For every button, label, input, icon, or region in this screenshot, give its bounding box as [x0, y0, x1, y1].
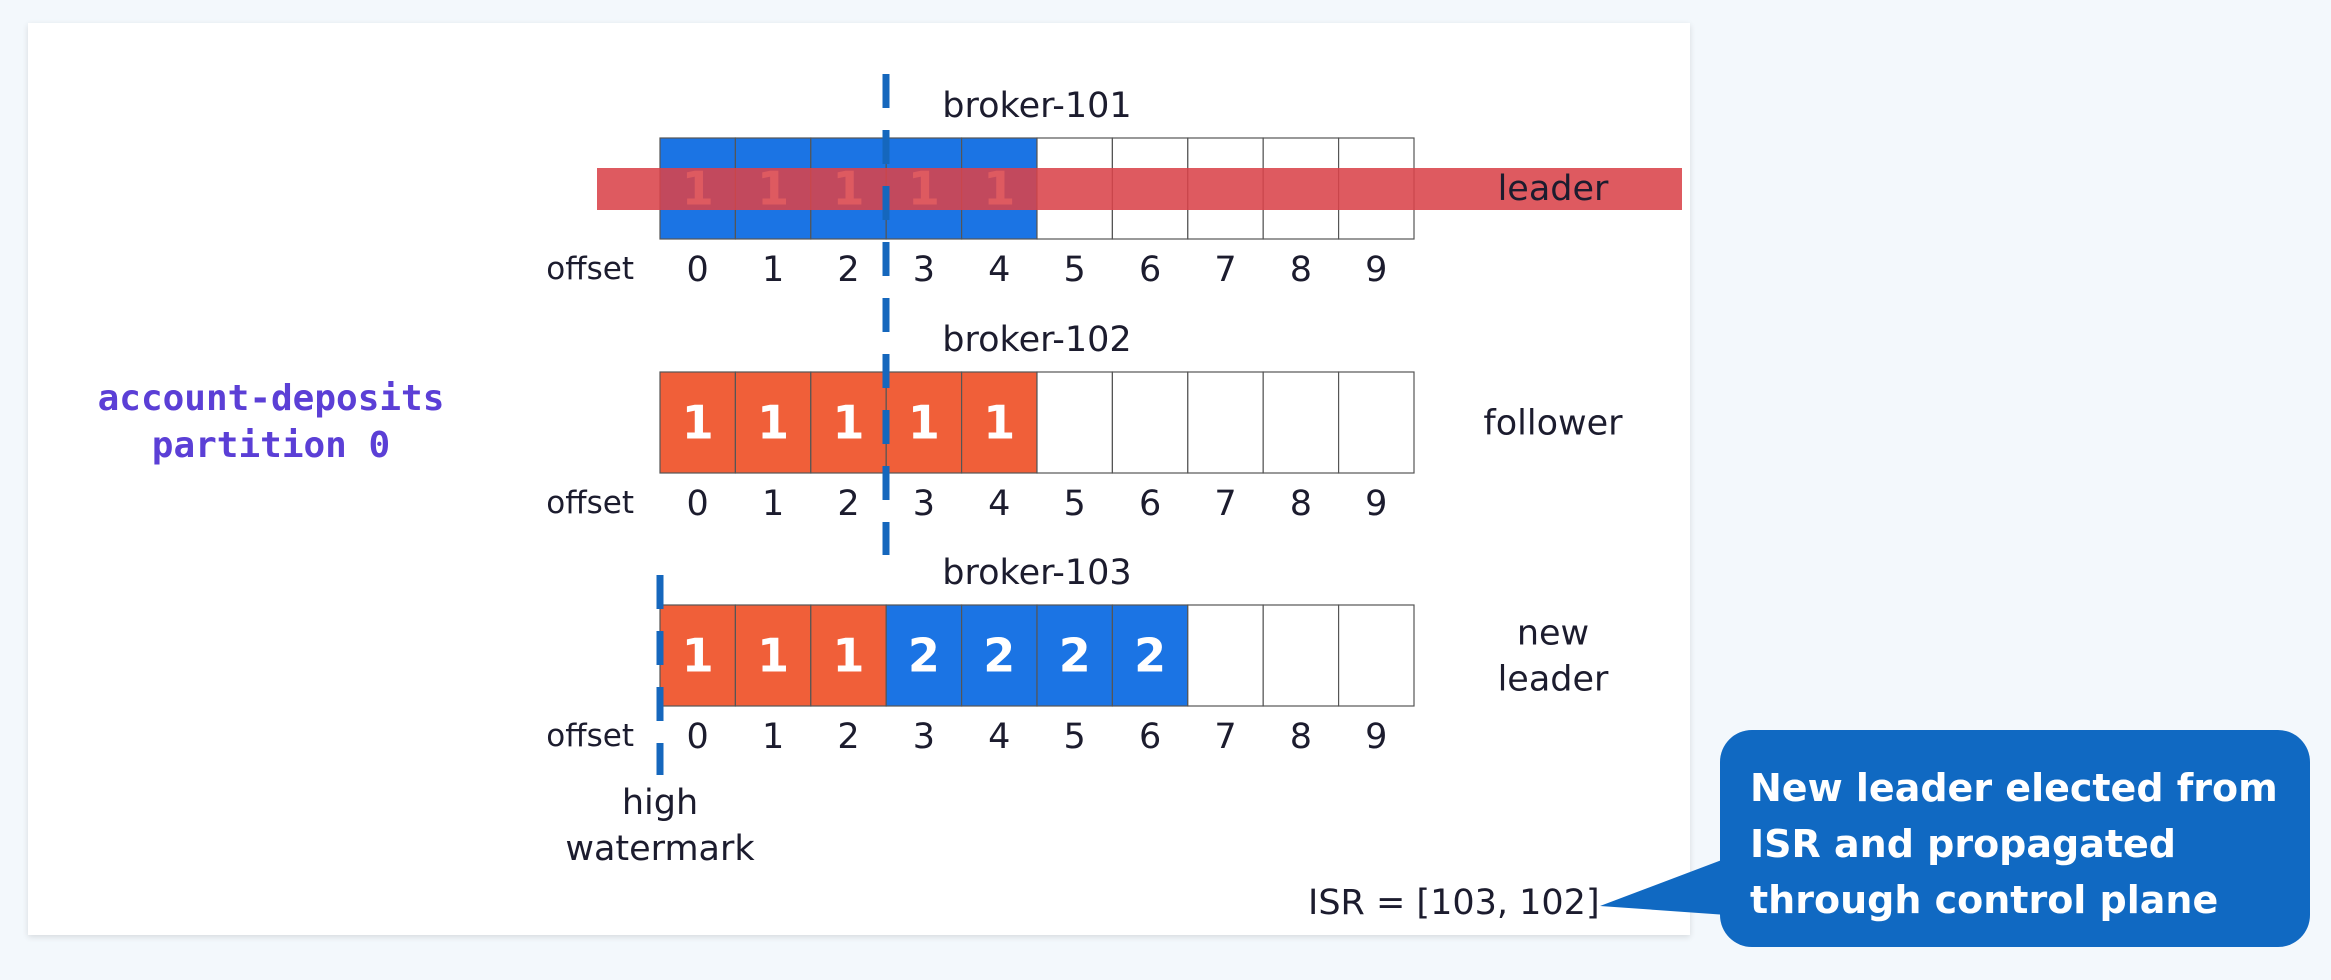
log-cell [1262, 371, 1340, 474]
offset-number: 1 [762, 717, 784, 757]
callout-bubble [1600, 730, 2310, 947]
offset-number: 5 [1064, 717, 1086, 757]
log-cell [1337, 604, 1415, 707]
log-cell [1036, 371, 1114, 474]
offset-number: 9 [1365, 717, 1387, 757]
offset-number: 7 [1214, 717, 1236, 757]
log-cell-value: 2 [983, 629, 1015, 683]
log-cell-value: 1 [682, 396, 714, 450]
log-cell-value: 2 [908, 629, 940, 683]
broker-name: broker-102 [942, 320, 1131, 360]
leader-strike-band [597, 168, 1682, 210]
offset-number: 4 [988, 484, 1010, 524]
log-cell [1187, 604, 1264, 707]
log-cell [960, 604, 1038, 707]
log-cell [734, 604, 812, 707]
offset-number: 2 [837, 717, 859, 757]
log-cell [659, 371, 737, 474]
offset-label: offset [546, 485, 634, 521]
offset-number: 8 [1290, 250, 1312, 290]
offset-label: offset [546, 718, 634, 754]
offset-number: 1 [762, 250, 784, 290]
offset-number: 9 [1365, 484, 1387, 524]
log-cell-value: 1 [757, 396, 789, 450]
topic-name: account-deposits [98, 378, 445, 419]
log-cell [1262, 604, 1340, 707]
offset-number: 7 [1214, 250, 1236, 290]
offset-number: 4 [988, 250, 1010, 290]
offset-number: 7 [1214, 484, 1236, 524]
log-cell [659, 604, 737, 707]
offset-number: 2 [837, 484, 859, 524]
offset-number: 6 [1139, 717, 1161, 757]
log-cell-value: 1 [682, 629, 714, 683]
callout-line-1: New leader elected from [1750, 766, 2278, 810]
offset-number: 6 [1139, 484, 1161, 524]
callout-line-2: ISR and propagated [1750, 822, 2176, 866]
role-label: new [1517, 614, 1589, 654]
broker-name: broker-101 [942, 86, 1131, 126]
offset-number: 0 [687, 250, 709, 290]
callout-text: New leader elected from ISR and propagat… [1722, 734, 2322, 944]
high-watermark-label-line1: high [622, 783, 698, 823]
offset-number: 5 [1064, 250, 1086, 290]
log-cell [960, 371, 1038, 474]
broker-name: broker-103 [942, 553, 1131, 593]
high-watermark-label-line2: watermark [565, 829, 755, 869]
offset-number: 3 [913, 717, 935, 757]
offset-number: 4 [988, 717, 1010, 757]
offset-number: 0 [687, 484, 709, 524]
log-cell [1187, 371, 1264, 474]
offset-number: 2 [837, 250, 859, 290]
log-cell-value: 2 [1134, 629, 1166, 683]
offset-number: 9 [1365, 250, 1387, 290]
log-cell [810, 371, 887, 474]
offset-number: 3 [913, 484, 935, 524]
offset-label: offset [546, 251, 634, 287]
offset-number: 8 [1290, 717, 1312, 757]
log-cell-value: 2 [1059, 629, 1091, 683]
offset-number: 1 [762, 484, 784, 524]
log-cell [1111, 371, 1189, 474]
log-cell-value: 1 [757, 629, 789, 683]
offset-number: 8 [1290, 484, 1312, 524]
partition-label: partition 0 [152, 425, 390, 466]
offset-number: 3 [913, 250, 935, 290]
log-cell-value: 1 [832, 396, 864, 450]
log-cell [1337, 371, 1415, 474]
offset-number: 5 [1064, 484, 1086, 524]
isr-text: ISR = [103, 102] [1308, 883, 1600, 923]
log-cell [734, 371, 812, 474]
role-label-broker-101: leader [1498, 169, 1609, 209]
offset-number: 0 [687, 717, 709, 757]
log-cell-value: 1 [908, 396, 940, 450]
offset-number: 6 [1139, 250, 1161, 290]
log-cell [885, 371, 963, 474]
log-cell-value: 1 [983, 396, 1015, 450]
role-label: leader [1498, 660, 1609, 700]
log-cell [1036, 604, 1114, 707]
callout-line-3: through control plane [1750, 878, 2219, 922]
role-label: follower [1483, 404, 1623, 444]
log-cell-value: 1 [832, 629, 864, 683]
